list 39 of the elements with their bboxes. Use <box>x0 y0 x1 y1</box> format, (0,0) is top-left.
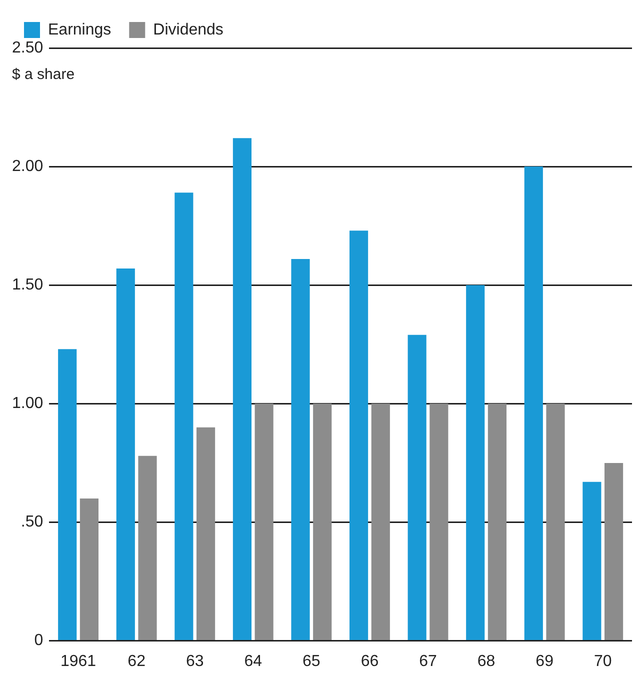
x-tick-label: 67 <box>419 652 437 670</box>
bar <box>371 404 390 640</box>
x-tick-label: 70 <box>594 652 612 670</box>
bar <box>174 192 194 640</box>
bar <box>582 482 602 640</box>
bar <box>80 498 98 640</box>
bar <box>524 166 543 640</box>
bar <box>466 285 485 640</box>
bar <box>58 349 77 640</box>
bar <box>546 404 565 640</box>
bar <box>116 268 135 640</box>
bar <box>254 404 274 640</box>
bar <box>196 427 216 640</box>
bar <box>291 259 310 640</box>
bar <box>488 404 507 640</box>
bar <box>349 230 368 640</box>
bar <box>232 138 252 640</box>
x-tick-label: 69 <box>536 652 554 670</box>
bar <box>408 334 426 640</box>
legend-label: Dividends <box>153 21 224 38</box>
x-tick-label: 63 <box>186 652 204 670</box>
legend-label: Earnings <box>48 21 112 38</box>
x-tick-label: 65 <box>302 652 320 670</box>
x-tick-label: 68 <box>477 652 496 670</box>
x-tick-label: 66 <box>360 652 379 670</box>
x-tick-label: 1961 <box>60 652 96 670</box>
y-tick-label: 2.00 <box>12 158 44 175</box>
x-tick-label: 62 <box>128 652 146 670</box>
x-tick-label: 64 <box>244 652 262 670</box>
bar <box>430 404 448 640</box>
y-tick-label: 2.50 <box>12 39 44 56</box>
bar <box>138 456 157 640</box>
y-tick-label: 0 <box>34 632 44 650</box>
y-axis-title: $ a share <box>12 66 75 83</box>
y-tick-label: 1.50 <box>12 276 44 294</box>
bar <box>313 404 332 640</box>
bar <box>604 462 624 640</box>
y-tick-label: 1.00 <box>12 395 44 412</box>
y-tick-label: .50 <box>20 514 44 531</box>
